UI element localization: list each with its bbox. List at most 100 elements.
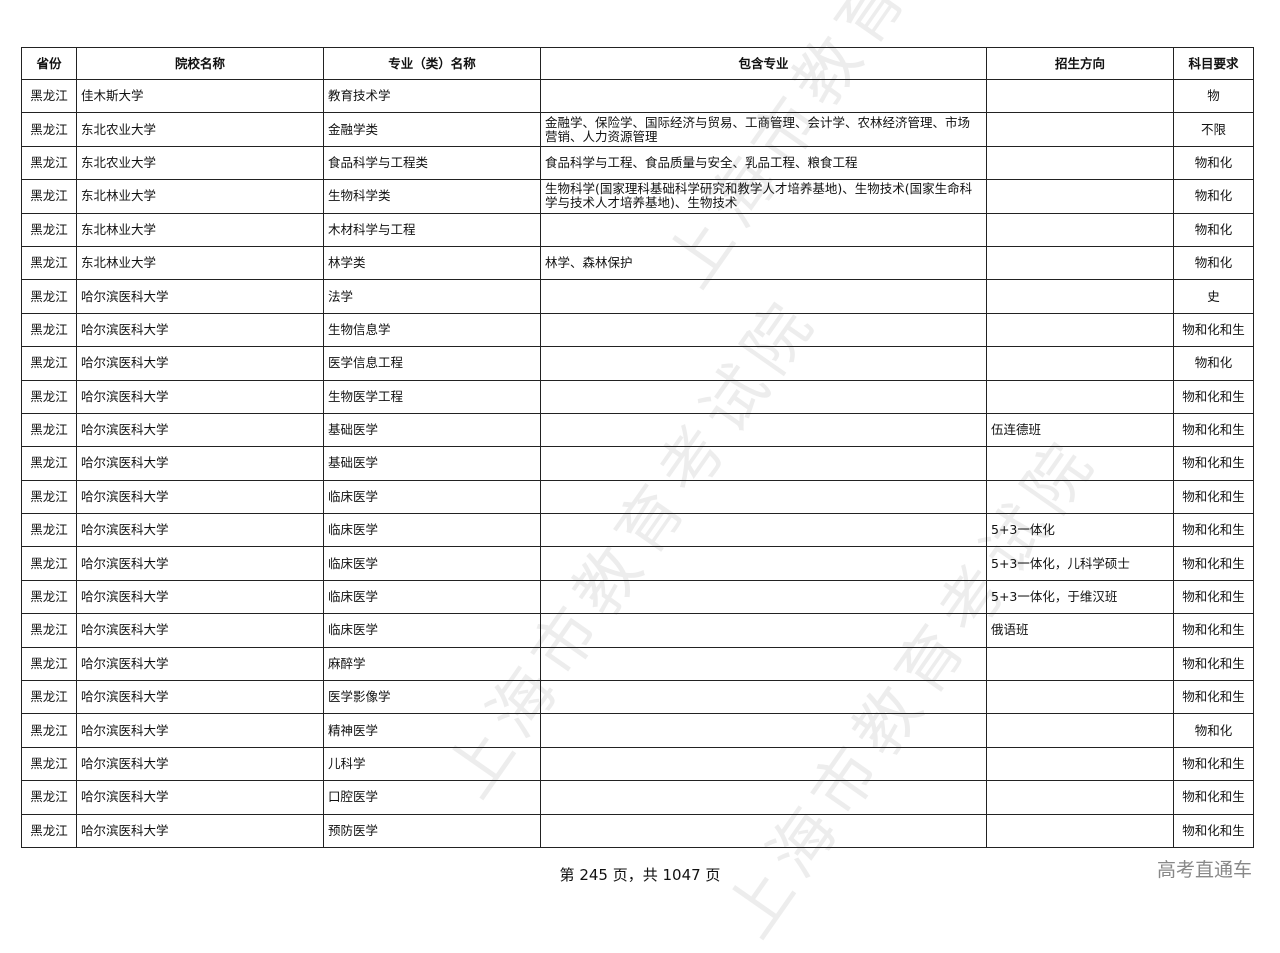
included-majors-cell: 金融学、保险学、国际经济与贸易、工商管理、会计学、农林经济管理、市场营销、人力资… [540, 112, 987, 147]
school-cell: 东北林业大学 [76, 179, 324, 214]
province-cell: 黑龙江 [21, 780, 77, 815]
subject-cell: 物和化和生 [1173, 379, 1254, 414]
column-header: 专业（类）名称 [323, 47, 541, 80]
major-cell: 食品科学与工程类 [323, 145, 541, 181]
direction-cell [986, 212, 1174, 247]
major-cell: 生物科学类 [323, 179, 541, 214]
included-majors-cell: 食品科学与工程、食品质量与安全、乳品工程、粮食工程 [540, 145, 987, 181]
province-cell: 黑龙江 [21, 713, 77, 748]
column-header: 院校名称 [76, 47, 324, 80]
included-majors-cell [540, 646, 987, 682]
included-majors-cell [540, 613, 987, 648]
table-row: 黑龙江 哈尔滨医科大学 麻醉学 物和化和生 [21, 646, 1254, 682]
column-header: 科目要求 [1173, 47, 1254, 80]
school-cell: 哈尔滨医科大学 [76, 446, 324, 481]
table-row: 黑龙江 哈尔滨医科大学 基础医学 伍连德班 物和化和生 [21, 412, 1254, 448]
subject-cell: 物和化 [1173, 179, 1254, 214]
direction-cell [986, 179, 1174, 214]
major-cell: 教育技术学 [323, 78, 541, 114]
province-cell: 黑龙江 [21, 312, 77, 348]
brand-logo: 高考直通车 [1156, 859, 1252, 881]
major-cell: 木材科学与工程 [323, 212, 541, 247]
province-cell: 黑龙江 [21, 513, 77, 548]
major-cell: 法学 [323, 279, 541, 314]
table-row: 黑龙江 东北林业大学 生物科学类 生物科学(国家理科基础科学研究和教学人才培养基地)、… [21, 179, 1254, 214]
subject-cell: 物和化和生 [1173, 780, 1254, 815]
included-majors-cell [540, 746, 987, 782]
included-majors-cell [540, 379, 987, 414]
table-row: 黑龙江 哈尔滨医科大学 临床医学 俄语班 物和化和生 [21, 613, 1254, 648]
province-cell: 黑龙江 [21, 379, 77, 414]
included-majors-cell [540, 813, 987, 848]
school-cell: 哈尔滨医科大学 [76, 713, 324, 748]
school-cell: 哈尔滨医科大学 [76, 813, 324, 848]
school-cell: 佳木斯大学 [76, 78, 324, 114]
major-cell: 医学影像学 [323, 680, 541, 715]
direction-cell [986, 279, 1174, 314]
column-header: 包含专业 [540, 47, 987, 80]
direction-cell [986, 446, 1174, 481]
subject-cell: 物和化 [1173, 346, 1254, 381]
province-cell: 黑龙江 [21, 279, 77, 314]
table-row: 黑龙江 哈尔滨医科大学 预防医学 物和化和生 [21, 813, 1254, 848]
subject-cell: 物和化 [1173, 713, 1254, 748]
table-row: 黑龙江 哈尔滨医科大学 基础医学 物和化和生 [21, 446, 1254, 481]
major-cell: 麻醉学 [323, 646, 541, 682]
major-cell: 生物医学工程 [323, 379, 541, 414]
province-cell: 黑龙江 [21, 446, 77, 481]
direction-cell [986, 312, 1174, 348]
direction-cell [986, 780, 1174, 815]
major-cell: 临床医学 [323, 546, 541, 581]
included-majors-cell [540, 212, 987, 247]
major-cell: 基础医学 [323, 412, 541, 448]
major-cell: 基础医学 [323, 446, 541, 481]
direction-cell [986, 379, 1174, 414]
province-cell: 黑龙江 [21, 412, 77, 448]
subject-cell: 史 [1173, 279, 1254, 314]
table-row: 黑龙江 东北林业大学 林学类 林学、森林保护 物和化 [21, 245, 1254, 281]
province-cell: 黑龙江 [21, 546, 77, 581]
included-majors-cell [540, 546, 987, 581]
major-cell: 预防医学 [323, 813, 541, 848]
admission-table: 省份 院校名称 专业（类）名称 包含专业 招生方向 科目要求 黑龙江 佳木斯大学 教育技术学物… [21, 47, 1254, 848]
included-majors-cell: 生物科学(国家理科基础科学研究和教学人才培养基地)、生物技术(国家生命科学与技术… [540, 179, 987, 214]
major-cell: 临床医学 [323, 613, 541, 648]
school-cell: 哈尔滨医科大学 [76, 412, 324, 448]
subject-cell: 物 [1173, 78, 1254, 114]
subject-cell: 物和化和生 [1173, 513, 1254, 548]
major-cell: 临床医学 [323, 479, 541, 515]
included-majors-cell [540, 78, 987, 114]
direction-cell: 5+3一体化，于维汉班 [986, 579, 1174, 615]
page-info: 第 245 页，共 1047 页 [559, 866, 721, 884]
subject-cell: 物和化和生 [1173, 312, 1254, 348]
included-majors-cell: 林学、森林保护 [540, 245, 987, 281]
major-cell: 临床医学 [323, 579, 541, 615]
included-majors-cell [540, 346, 987, 381]
school-cell: 哈尔滨医科大学 [76, 746, 324, 782]
table-row: 黑龙江 东北农业大学 食品科学与工程类 食品科学与工程、食品质量与安全、乳品工程、粮食… [21, 145, 1254, 181]
table-row: 黑龙江 哈尔滨医科大学 医学信息工程 物和化 [21, 346, 1254, 381]
subject-cell: 物和化和生 [1173, 579, 1254, 615]
subject-cell: 物和化和生 [1173, 646, 1254, 682]
province-cell: 黑龙江 [21, 646, 77, 682]
included-majors-cell [540, 513, 987, 548]
school-cell: 东北农业大学 [76, 145, 324, 181]
subject-cell: 物和化 [1173, 212, 1254, 247]
included-majors-cell [540, 680, 987, 715]
included-majors-cell [540, 479, 987, 515]
province-cell: 黑龙江 [21, 145, 77, 181]
included-majors-cell [540, 780, 987, 815]
table-row: 黑龙江 哈尔滨医科大学 精神医学 物和化 [21, 713, 1254, 748]
major-cell: 精神医学 [323, 713, 541, 748]
subject-cell: 物和化和生 [1173, 446, 1254, 481]
direction-cell: 俄语班 [986, 613, 1174, 648]
subject-cell: 物和化和生 [1173, 412, 1254, 448]
column-header: 省份 [21, 47, 77, 80]
table-row: 黑龙江 哈尔滨医科大学 儿科学 物和化和生 [21, 746, 1254, 782]
subject-cell: 物和化 [1173, 245, 1254, 281]
table-row: 黑龙江 哈尔滨医科大学 临床医学 5+3一体化 物和化和生 [21, 513, 1254, 548]
major-cell: 林学类 [323, 245, 541, 281]
direction-cell [986, 245, 1174, 281]
direction-cell [986, 145, 1174, 181]
province-cell: 黑龙江 [21, 579, 77, 615]
